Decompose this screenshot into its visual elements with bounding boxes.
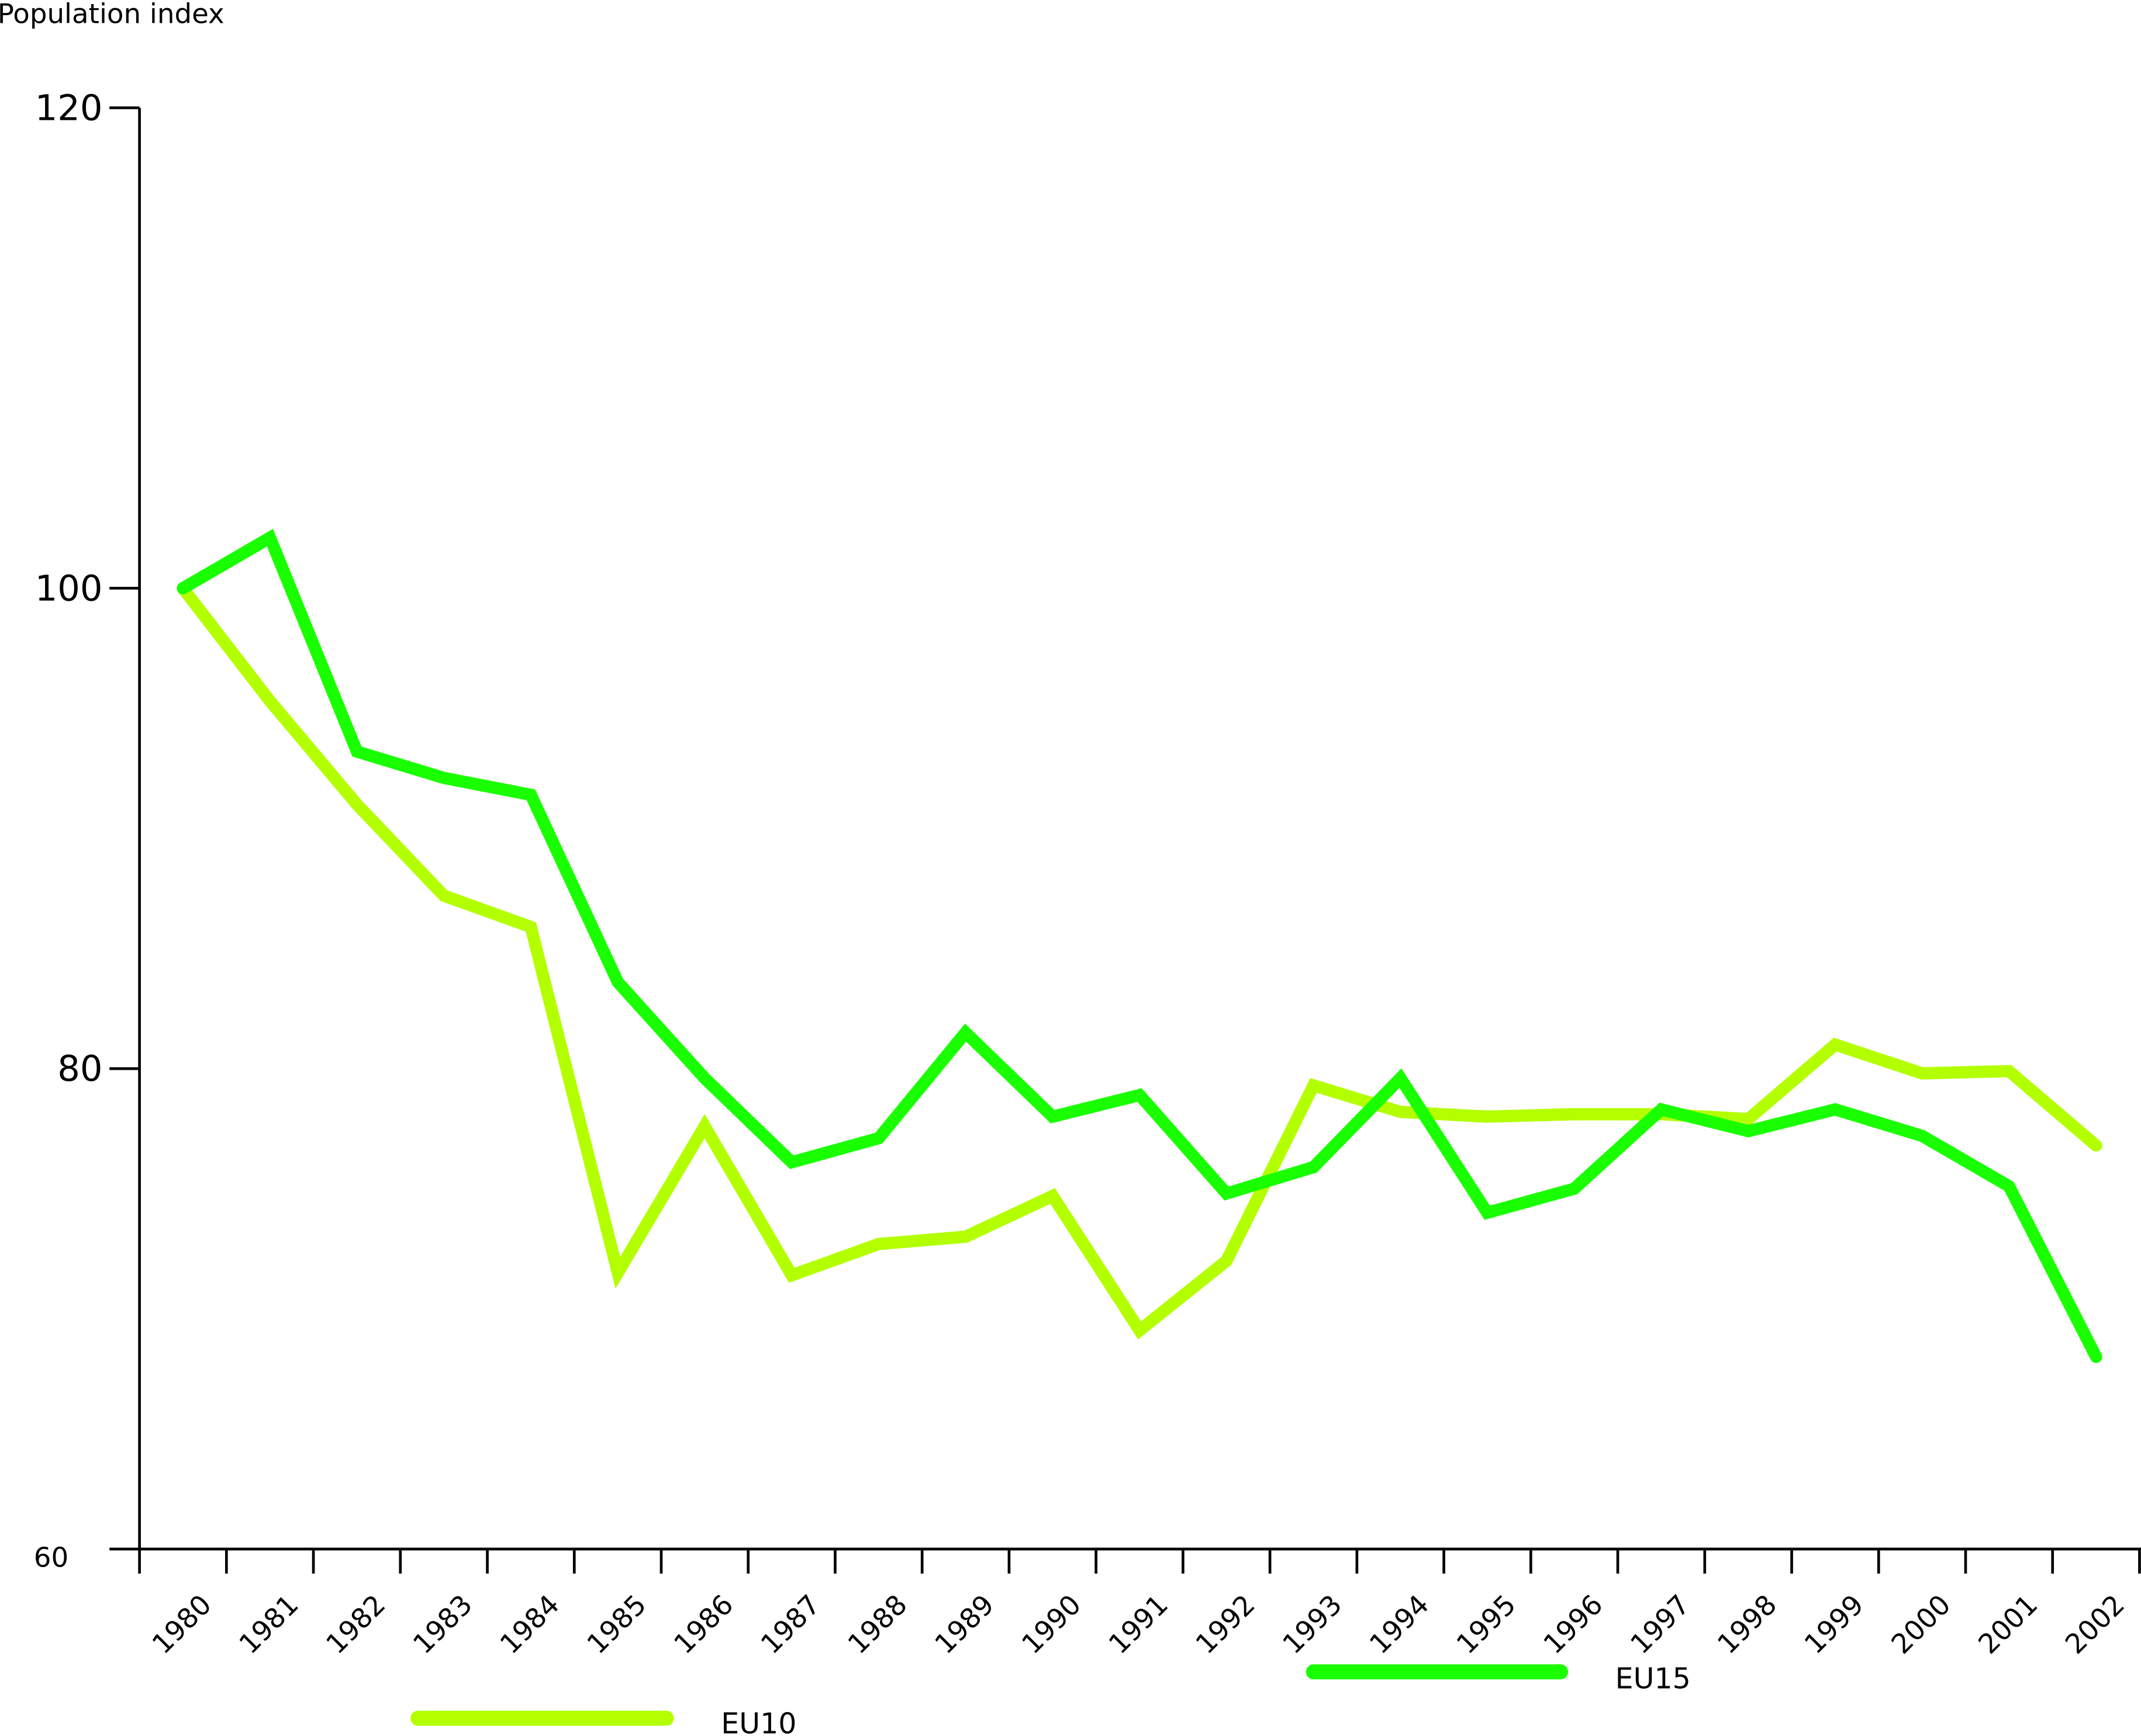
x-tick-label: 1992 (1190, 1589, 1261, 1660)
x-tick-label: 1991 (1103, 1589, 1175, 1660)
x-tick-label: 1986 (668, 1589, 740, 1660)
x-tick-label: 1980 (147, 1589, 218, 1660)
x-tick-label: 1987 (755, 1589, 827, 1660)
series-line-eu15 (177, 528, 2102, 1363)
x-tick-label: 1982 (320, 1589, 392, 1660)
y-axis-label: Population index (0, 0, 225, 30)
series-line-eu10 (177, 582, 2102, 1340)
x-tick-label: 1998 (1712, 1589, 1783, 1660)
y-tick-label: 80 (57, 1049, 102, 1090)
x-tick-label: 1996 (1538, 1589, 1609, 1660)
x-tick-label: 1993 (1277, 1589, 1348, 1660)
x-tick-label: 1994 (1364, 1589, 1435, 1660)
x-tick-label: 1984 (495, 1589, 566, 1660)
x-tick-label: 2000 (1886, 1589, 1957, 1660)
x-tick-label: 1985 (581, 1589, 652, 1660)
x-tick-label: 1988 (842, 1589, 913, 1660)
y-tick-label: 120 (35, 88, 103, 129)
legend-label-eu10: EU10 (721, 1706, 796, 1736)
x-tick-label: 1990 (1016, 1589, 1087, 1660)
legend-label-eu15: EU15 (1615, 1661, 1691, 1695)
legend: EU10 EU15 (410, 1661, 1691, 1736)
x-tick-label: 1983 (408, 1589, 479, 1660)
x-tick-label: 2001 (1973, 1589, 2044, 1660)
x-tick-label: 1981 (233, 1589, 305, 1660)
series-lines (177, 528, 2102, 1363)
y-tick-label: 100 (35, 568, 103, 609)
x-tick-label: 1999 (1799, 1589, 1870, 1660)
y-tick-label: 60 (34, 1542, 68, 1574)
x-tick-label: 2002 (2060, 1589, 2131, 1660)
x-tick-label: 1997 (1625, 1589, 1696, 1660)
x-tick-label: 1989 (929, 1589, 1000, 1660)
x-tick-label: 1995 (1451, 1589, 1522, 1660)
